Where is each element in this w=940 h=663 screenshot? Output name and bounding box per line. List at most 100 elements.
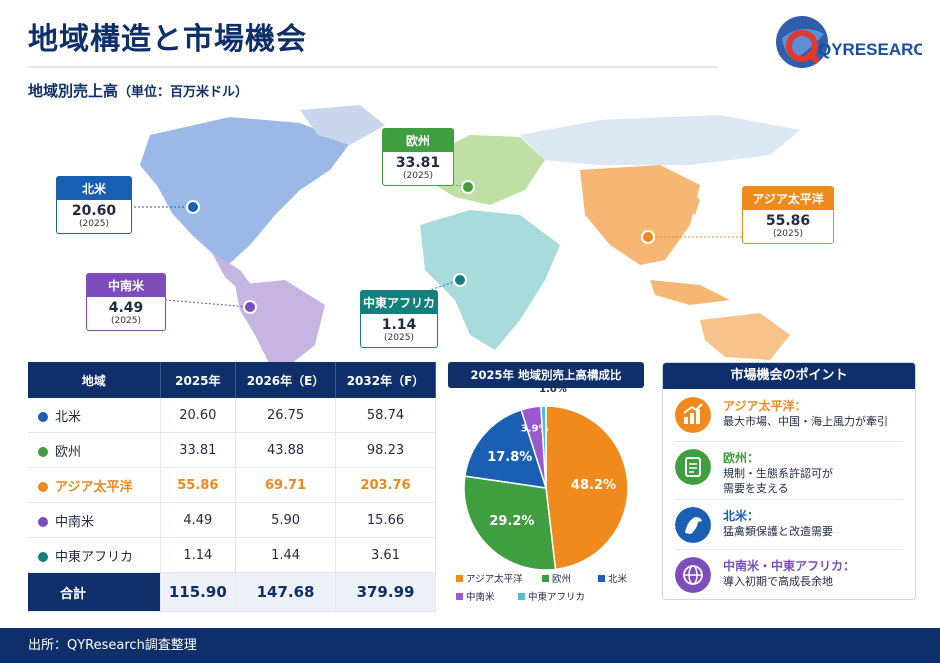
opportunity-text: 導入初期で高成長余地 — [723, 575, 833, 588]
callout-value: 33.81 — [395, 155, 441, 171]
callout-year: (2025) — [79, 219, 109, 229]
header-2026: 2026年（E） — [235, 362, 337, 398]
russia-shape — [520, 115, 800, 165]
latin-america-dot-icon — [38, 516, 48, 527]
logo-text: QYRESEARCH — [818, 40, 922, 59]
value-2025: 33.81 — [160, 432, 237, 468]
title-divider — [28, 66, 718, 68]
value-2025: 55.86 — [160, 467, 237, 503]
south-america-shape — [235, 280, 325, 365]
divider — [675, 549, 903, 550]
clipboard-check-icon — [675, 449, 711, 485]
callout-value: 20.60 — [71, 203, 117, 219]
value-2026: 26.75 — [235, 398, 337, 433]
opportunity-item-emerging: 中南米・中東アフリカ： 導入初期で高成長余地 — [671, 553, 907, 599]
pie-chart-panel: 2025年 地域別売上高構成比 48.2% 29.2% 17.8% 3.9% 1.0% ア… — [448, 362, 644, 610]
region-cell: 中南米 — [28, 502, 161, 538]
divider — [675, 441, 903, 442]
sea-islands-shape — [650, 280, 730, 305]
legend-label-0: アジア太平洋 — [466, 573, 523, 585]
subtitle-text: 地域別売上高 — [28, 82, 119, 100]
table-row: 中東アフリカ 1.14 1.44 3.61 — [28, 537, 436, 573]
region-cell: 中東アフリカ — [28, 537, 161, 573]
europe-dot-icon — [38, 446, 48, 457]
opportunity-item-north-america: 北米： 猛禽類保護と改造需要 — [671, 503, 907, 549]
value-2025: 1.14 — [160, 537, 237, 573]
asia-pacific-dot — [641, 230, 655, 244]
header-2025: 2025年 — [160, 362, 237, 398]
legend-label-2: 北米 — [608, 573, 628, 585]
legend-swatch-0 — [456, 575, 463, 582]
opportunity-panel: 市場機会のポイント アジア太平洋： 最大市場、中国・海上風力が牽引 欧州： 規制… — [662, 362, 916, 600]
value-2026: 1.44 — [235, 537, 337, 573]
value-2032: 3.61 — [335, 537, 436, 573]
table-total-row: 合計 115.90 147.68 379.99 — [28, 572, 436, 612]
total-2032: 379.99 — [335, 572, 436, 612]
qyresearch-logo: QYRESEARCH — [776, 16, 922, 68]
table-header-row: 地域 2025年 2026年（E） 2032年（F） — [28, 362, 436, 398]
opportunity-item-asia-pacific: アジア太平洋： 最大市場、中国・海上風力が牽引 — [671, 393, 907, 439]
globe-icon — [675, 557, 711, 593]
value-2032: 58.74 — [335, 398, 436, 433]
header-2032: 2032年（F） — [335, 362, 436, 398]
value-2025: 4.49 — [160, 502, 237, 538]
europe-shape — [430, 135, 545, 205]
opportunity-text: 猛禽類保護と改造需要 — [723, 525, 833, 538]
north-america-shape — [140, 117, 350, 265]
opportunity-heading: 中南米・中東アフリカ： — [723, 559, 856, 573]
callout-label: 欧州 — [383, 129, 453, 152]
table-row: 北米 20.60 26.75 58.74 — [28, 398, 436, 433]
legend-swatch-2 — [598, 575, 605, 582]
opportunity-title: 市場機会のポイント — [663, 363, 915, 389]
value-2026: 43.88 — [235, 432, 337, 468]
total-2026: 147.68 — [235, 572, 337, 612]
africa-shape — [420, 210, 560, 350]
legend-swatch-3 — [456, 593, 463, 600]
callout-mea: 中東アフリカ 1.14 (2025) — [360, 290, 438, 348]
opportunity-heading: 欧州： — [723, 451, 760, 465]
value-2026: 69.71 — [235, 467, 337, 503]
asia-pacific-dot-icon — [38, 481, 48, 492]
value-2026: 5.90 — [235, 502, 337, 538]
opportunity-heading: アジア太平洋： — [723, 399, 807, 413]
greenland-shape — [300, 105, 385, 145]
pie-label-4: 1.0% — [539, 384, 567, 395]
legend-swatch-1 — [542, 575, 549, 582]
legend-label-1: 欧州 — [552, 573, 571, 585]
callout-label: 中東アフリカ — [361, 291, 437, 314]
callout-year: (2025) — [384, 333, 414, 343]
callout-label: 中南米 — [87, 274, 165, 297]
pie-slice-2 — [464, 408, 548, 489]
callout-year: (2025) — [773, 229, 803, 239]
map-subtitle: 地域別売上高（単位：百万米ドル） — [28, 80, 248, 101]
opportunity-item-europe: 欧州： 規制・生態系許認可が 需要を支える — [671, 445, 907, 495]
value-2032: 98.23 — [335, 432, 436, 468]
pie-slice-1 — [463, 475, 557, 571]
callout-europe: 欧州 33.81 (2025) — [382, 128, 454, 186]
callout-value: 55.86 — [765, 213, 811, 229]
source-footer: 出所：QYResearch調査整理 — [0, 628, 940, 663]
world-map — [130, 105, 800, 365]
opportunity-text: 最大市場、中国・海上風力が牽引 — [723, 415, 888, 428]
pie-label-2: 17.8% — [487, 450, 532, 465]
callout-label: 北米 — [57, 177, 131, 200]
north-america-dot — [186, 200, 200, 214]
value-2032: 203.76 — [335, 467, 436, 503]
australia-shape — [700, 313, 790, 360]
callout-year: (2025) — [403, 171, 433, 181]
subtitle-unit: （単位：百万米ドル） — [118, 85, 249, 100]
callout-year: (2025) — [111, 316, 141, 326]
divider — [675, 499, 903, 500]
callout-asia-pacific: アジア太平洋 55.86 (2025) — [742, 186, 834, 244]
value-2032: 15.66 — [335, 502, 436, 538]
mea-dot — [453, 273, 467, 287]
region-cell: アジア太平洋 — [28, 467, 161, 503]
eagle-icon — [675, 507, 711, 543]
opportunity-heading: 北米： — [723, 509, 760, 523]
region-cell: 北米 — [28, 398, 161, 433]
callout-north-america: 北米 20.60 (2025) — [56, 176, 132, 234]
pie-slice-0 — [545, 405, 629, 571]
pie-label-3: 3.9% — [521, 424, 549, 435]
callout-value: 1.14 — [381, 317, 417, 333]
